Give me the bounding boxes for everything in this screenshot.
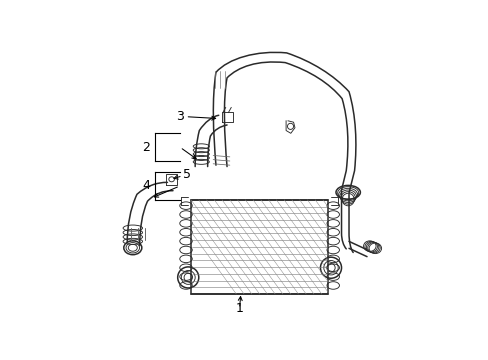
Text: 3: 3 bbox=[176, 110, 183, 123]
Text: 5: 5 bbox=[183, 168, 190, 181]
Text: 1: 1 bbox=[235, 302, 243, 315]
Text: 2: 2 bbox=[142, 141, 150, 154]
Text: 4: 4 bbox=[142, 179, 150, 193]
